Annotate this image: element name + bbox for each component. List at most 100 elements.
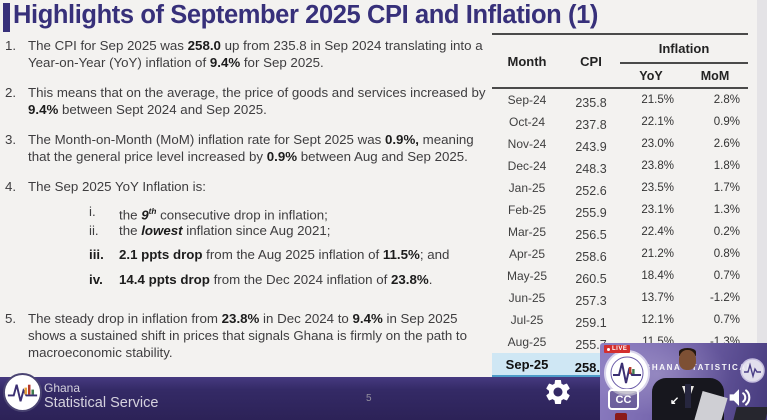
cell-mom: 0.7% — [713, 270, 740, 282]
sub-list-item-number: iii. — [89, 247, 104, 263]
cell-cpi: 257.3 — [575, 294, 607, 308]
live-dot-icon — [607, 347, 610, 351]
cell-yoy: 21.2% — [641, 248, 674, 260]
org-name-line2: Statistical Service — [44, 395, 159, 411]
table-row: Feb-25 255.9 23.1% 1.3% — [492, 199, 748, 221]
table-row: Apr-25 258.6 21.2% 0.8% — [492, 243, 748, 265]
table-body: Sep-24 235.8 21.5% 2.8% Oct-24 237.8 22.1% 0.9%… — [492, 89, 748, 377]
minimize-arrow-icon: ↙ — [670, 395, 680, 407]
cell-month: Nov-24 — [507, 137, 547, 151]
cell-month: Jul-25 — [510, 313, 544, 327]
cell-cpi: 255.7 — [575, 338, 607, 352]
list-item-number: 3. — [5, 132, 17, 147]
live-badge: LIVE — [604, 345, 631, 353]
sub-list-item: iv. 14.4 ppts drop from the Dec 2024 infl… — [89, 271, 491, 289]
table-row: Mar-25 256.5 22.4% 0.2% — [492, 221, 748, 243]
list-item: 2. This means that on the average, the pr… — [5, 84, 491, 118]
numbered-points-list: 1. The CPI for Sep 2025 was 258.0 up from… — [5, 37, 491, 374]
gss-backdrop-logo-small-icon — [740, 358, 765, 383]
cell-yoy: 22.4% — [641, 226, 674, 238]
sub-list-item-text: 14.4 ppts drop from the Dec 2024 inflati… — [119, 272, 433, 288]
table-row: Jul-25 259.1 12.1% 0.7% — [492, 309, 748, 331]
cell-mom: -1.2% — [709, 292, 740, 304]
cell-mom: 1.8% — [713, 160, 740, 172]
table-row: Jan-25 252.6 23.5% 1.7% — [492, 177, 748, 199]
person-tie — [685, 384, 691, 408]
cell-cpi: 256.5 — [575, 228, 607, 242]
gear-icon — [546, 380, 570, 404]
table-row: Oct-24 237.8 22.1% 0.9% — [492, 111, 748, 133]
list-item-text: The CPI for Sep 2025 was 258.0 up from 2… — [28, 38, 483, 70]
column-header-inflation: Inflation — [620, 35, 748, 64]
cell-cpi: 258.0 — [574, 359, 608, 375]
cell-mom: 0.2% — [713, 226, 740, 238]
table-header: Month CPI Inflation YoY MoM — [492, 33, 748, 89]
page-number: 5 — [366, 393, 372, 404]
volume-button[interactable] — [724, 385, 754, 412]
table-row: Dec-24 248.3 23.8% 1.8% — [492, 155, 748, 177]
sub-list-item: ii. the lowest inflation since Aug 2021; — [89, 223, 491, 239]
cell-month: Mar-25 — [507, 225, 546, 239]
list-item-text: This means that on the average, the pric… — [28, 85, 486, 117]
cell-cpi: 259.1 — [575, 316, 607, 330]
cell-month: Apr-25 — [508, 247, 546, 261]
closed-captions-button[interactable]: CC — [608, 389, 639, 410]
cell-mom: 1.7% — [713, 182, 740, 194]
list-item: 1. The CPI for Sep 2025 was 258.0 up from… — [5, 37, 491, 71]
cell-mom: 2.6% — [713, 138, 740, 150]
cell-month: Oct-24 — [508, 115, 545, 129]
page-title: Highlights of September 2025 CPI and Inf… — [13, 1, 598, 29]
column-header-mom: MoM — [700, 68, 730, 83]
sub-list-item-text: the lowest inflation since Aug 2021; — [119, 223, 331, 239]
sub-list-item-number: i. — [89, 204, 96, 219]
list-item-text: The steady drop in inflation from 23.8% … — [28, 311, 468, 361]
cell-yoy: 13.7% — [641, 292, 674, 304]
list-item: 3. The Month-on-Month (MoM) inflation rat… — [5, 131, 491, 165]
list-item-text: The Sep 2025 YoY Inflation is: — [28, 179, 206, 194]
list-item-number: 5. — [5, 311, 17, 327]
cell-yoy: 18.4% — [641, 270, 674, 282]
list-item: 4. The Sep 2025 YoY Inflation is: — [5, 178, 491, 195]
video-backdrop-text: GHANA STATISTICAL — [644, 363, 754, 372]
sub-list-item-number: ii. — [89, 223, 99, 239]
sub-list-item: i. the 9th consecutive drop in inflation; — [89, 204, 491, 223]
red-emblem-icon — [615, 413, 627, 420]
sub-list: i. the 9th consecutive drop in inflation;… — [89, 204, 491, 289]
live-badge-label: LIVE — [612, 346, 628, 352]
sub-list-item: iii. 2.1 ppts drop from the Aug 2025 infl… — [89, 246, 491, 264]
viewer-edge-strip — [757, 0, 767, 420]
cell-cpi: 248.3 — [575, 162, 607, 176]
gss-logo-icon — [3, 373, 42, 412]
cell-month: Sep-25 — [505, 356, 549, 372]
cell-cpi: 235.8 — [575, 96, 607, 110]
table-row: Nov-24 243.9 23.0% 2.6% — [492, 133, 748, 155]
cell-cpi: 255.9 — [575, 206, 607, 220]
cell-month: Aug-25 — [507, 335, 547, 349]
cell-yoy: 21.5% — [641, 94, 674, 106]
cell-mom: 0.8% — [713, 248, 740, 260]
speaker-person — [650, 348, 728, 420]
settings-gear-button[interactable] — [542, 377, 574, 409]
cell-yoy: 23.1% — [641, 204, 674, 216]
cell-mom: 2.8% — [713, 94, 740, 106]
cpi-inflation-table: Month CPI Inflation YoY MoM Sep-24 235.8 2… — [492, 33, 748, 377]
list-item: 5. The steady drop in inflation from 23.8… — [5, 310, 491, 361]
cell-month: May-25 — [506, 269, 547, 283]
live-video-overlay[interactable]: GHANA STATISTICAL ↙ LIVE CC — [600, 343, 767, 420]
cell-yoy: 12.1% — [641, 314, 674, 326]
sub-list-item-number: iv. — [89, 272, 103, 288]
list-item-text: The Month-on-Month (MoM) inflation rate … — [28, 132, 474, 164]
cell-yoy: 23.8% — [641, 160, 674, 172]
list-item-number: 4. — [5, 179, 17, 194]
sub-list-item-text: 2.1 ppts drop from the Aug 2025 inflatio… — [119, 247, 450, 263]
cell-month: Sep-24 — [507, 93, 547, 107]
cell-mom: 0.7% — [713, 314, 740, 326]
cell-month: Jan-25 — [508, 181, 546, 195]
cell-cpi: 258.6 — [575, 250, 607, 264]
list-item-number: 1. — [5, 38, 17, 53]
speaker-icon — [729, 389, 751, 406]
table-row: May-25 260.5 18.4% 0.7% — [492, 265, 748, 287]
cell-yoy: 23.0% — [641, 138, 674, 150]
cell-cpi: 243.9 — [575, 140, 607, 154]
